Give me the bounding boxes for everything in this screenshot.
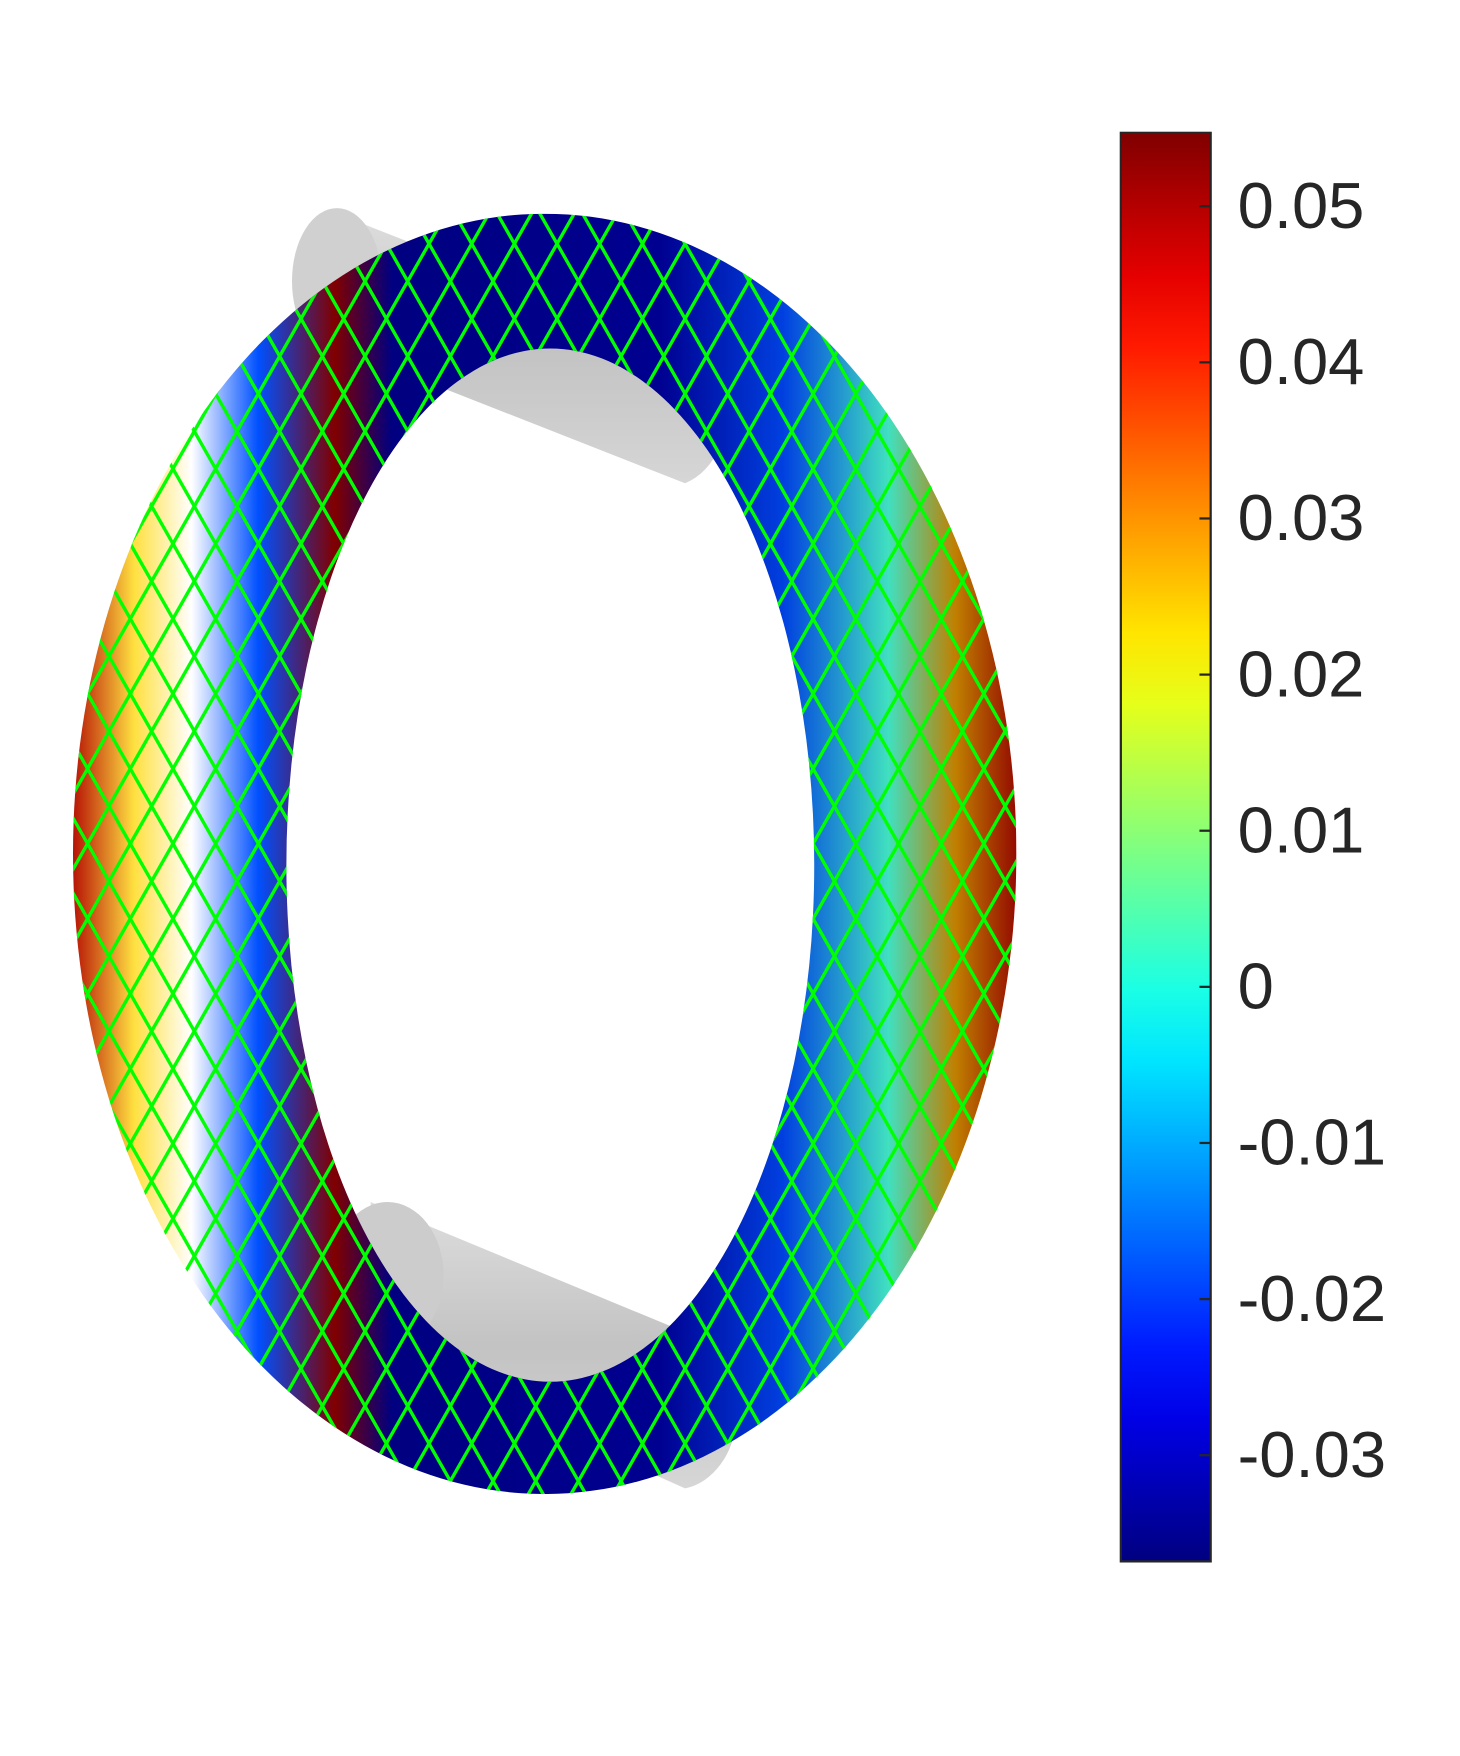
mesh-line [622,213,1017,1495]
colorbar [1119,131,1212,1563]
mesh-line [73,213,388,1495]
colorbar-tick-label: 0 [1238,950,1274,1023]
mesh-line [580,213,1017,1495]
colorbar-tick-label: 0.04 [1238,325,1365,398]
mesh-line [665,213,1017,1495]
mesh-line [73,213,534,1495]
mesh-line [0,169,63,1550]
colorbar-tick-label: 0.03 [1238,481,1365,554]
mesh-line [964,213,1017,1495]
mesh-line [0,169,20,1550]
colorbar-tick-label: 0.05 [1238,169,1365,242]
mesh-line [73,213,431,1495]
colorbar-tick-label: 0.01 [1238,793,1365,866]
mesh-line [555,213,1017,1495]
mesh-line [73,213,492,1495]
mesh-line [598,213,1017,1495]
mesh-line [683,213,1017,1495]
mesh-line [982,213,1017,1495]
colorbar-tick-label: -0.02 [1238,1262,1386,1335]
mesh-line [73,213,559,1495]
mesh-line [1453,169,1460,1550]
mesh-line [73,213,364,1495]
mesh-line [1368,169,1460,1550]
mesh-line [73,213,474,1495]
mesh-line [708,213,1017,1495]
mesh-line [73,213,406,1495]
mesh-line [726,213,1017,1495]
mesh-line [73,213,516,1495]
colorbar-tick-label: -0.01 [1238,1106,1386,1179]
mesh-line [0,169,2,1550]
colorbar-tick-label: -0.03 [1238,1418,1386,1491]
mesh-line [640,213,1017,1495]
colorbar-tick-label: 0.02 [1238,637,1365,710]
mesh-line [1411,169,1460,1550]
mesh-line [73,213,449,1495]
mesh-line [0,169,45,1550]
